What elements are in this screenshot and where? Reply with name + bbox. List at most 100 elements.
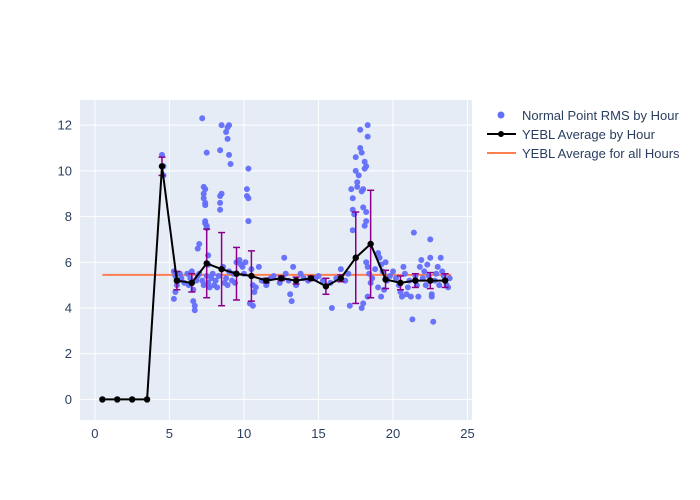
y-tick-label: 4 <box>65 301 72 316</box>
scatter-point <box>217 199 224 206</box>
average-line-layer <box>99 163 449 403</box>
scatter-point <box>287 291 294 298</box>
average-marker <box>278 275 285 282</box>
scatter-point <box>319 277 326 284</box>
scatter-point <box>407 293 414 300</box>
average-marker <box>441 277 449 284</box>
scatter-point <box>199 277 206 284</box>
scatter-point <box>364 133 371 140</box>
scatter-point <box>410 229 417 236</box>
scatter-point <box>360 300 367 307</box>
scatter-point <box>226 122 233 129</box>
average-marker <box>382 276 389 283</box>
scatter-point <box>226 151 233 158</box>
legend-item-scatter[interactable]: Normal Point RMS by Hour <box>497 108 680 123</box>
scatter-point <box>378 293 385 300</box>
scatter-point <box>437 254 444 261</box>
x-tick-labels: 0 5 10 15 20 25 <box>91 426 474 441</box>
average-marker <box>352 254 359 261</box>
scatter-point <box>430 318 437 325</box>
scatter-point <box>209 270 216 277</box>
average-marker <box>203 260 210 267</box>
scatter-point <box>263 282 270 289</box>
scatter-point <box>208 275 215 282</box>
scatter-point <box>354 179 361 186</box>
scatter-point <box>364 263 371 270</box>
scatter-point <box>337 266 344 273</box>
y-tick-label: 10 <box>58 163 72 178</box>
scatter-point <box>200 282 207 289</box>
scatter-point <box>217 206 224 213</box>
scatter-point <box>415 293 422 300</box>
scatter-point <box>397 289 404 295</box>
legend-item-overall[interactable]: YEBL Average for all Hours <box>487 146 680 161</box>
scatter-point <box>354 183 361 190</box>
scatter-point <box>203 149 210 156</box>
scatter-point <box>245 218 252 225</box>
scatter-point <box>427 236 434 243</box>
scatter-point <box>428 293 435 300</box>
scatter-point <box>239 263 246 270</box>
scatter-point <box>416 263 423 270</box>
average-marker <box>188 279 195 287</box>
average-marker <box>292 277 300 284</box>
scatter-point <box>315 273 322 279</box>
scatter-point <box>424 261 431 268</box>
scatter-point <box>355 172 362 179</box>
scatter-point <box>349 227 356 234</box>
scatter-point <box>194 245 201 252</box>
y-tick-label: 12 <box>58 118 72 133</box>
scatter-point <box>360 186 367 193</box>
x-tick-label: 0 <box>91 426 98 441</box>
legend-label: YEBL Average by Hour <box>522 127 656 142</box>
legend[interactable]: Normal Point RMS by Hour YEBL Average by… <box>487 108 680 161</box>
scatter-point <box>375 250 382 257</box>
scatter-point <box>401 270 408 277</box>
scatter-point <box>361 165 368 172</box>
legend-average-marker <box>498 131 504 137</box>
average-marker <box>322 283 330 290</box>
scatter-point <box>288 298 295 305</box>
scatter-point <box>176 270 183 277</box>
y-tick-label: 6 <box>65 255 72 270</box>
scatter-point <box>382 259 389 266</box>
scatter-point <box>433 270 440 277</box>
scatter-point <box>403 291 410 298</box>
average-marker <box>337 275 345 282</box>
scatter-point <box>245 195 252 202</box>
scatter-point <box>357 126 364 133</box>
legend-scatter-marker <box>497 111 505 119</box>
scatter-point <box>375 284 382 291</box>
scatter-point <box>170 295 177 302</box>
scatter-point <box>427 254 434 261</box>
y-tick-labels: 0 2 4 6 8 10 12 <box>58 118 72 407</box>
scatter-point <box>363 209 370 215</box>
scatter-point <box>227 161 234 167</box>
average-marker <box>158 163 166 170</box>
scatter-point <box>398 293 405 300</box>
scatter-point <box>158 151 165 158</box>
x-tick-label: 10 <box>237 426 251 441</box>
average-marker <box>143 396 151 403</box>
scatter-point <box>418 257 425 263</box>
average-marker <box>248 272 255 280</box>
scatter-point <box>191 302 198 309</box>
scatter-point <box>245 165 252 172</box>
scatter-point <box>217 147 224 154</box>
scatter-point <box>281 254 288 261</box>
scatter-point <box>360 204 367 211</box>
average-marker <box>218 265 225 273</box>
legend-item-average[interactable]: YEBL Average by Hour <box>487 127 656 142</box>
x-tick-label: 25 <box>460 426 474 441</box>
scatter-point <box>400 263 407 270</box>
scatter-point <box>214 284 221 291</box>
y-tick-label: 2 <box>65 346 72 361</box>
scatter-point <box>421 268 428 275</box>
scatter-point <box>392 275 399 282</box>
scatter-point <box>200 190 207 197</box>
average-marker <box>367 240 374 248</box>
x-tick-label: 15 <box>311 426 325 441</box>
scatter-point <box>218 122 225 129</box>
average-marker <box>233 270 240 277</box>
